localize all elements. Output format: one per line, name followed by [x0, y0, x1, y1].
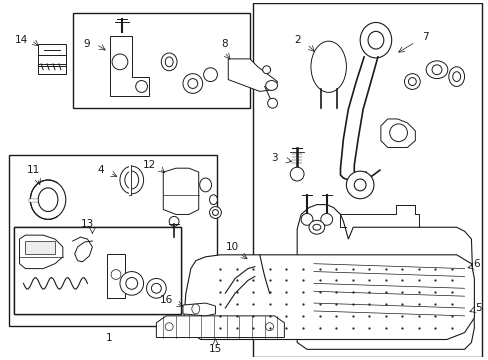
Ellipse shape [320, 213, 332, 225]
Ellipse shape [407, 78, 415, 85]
Ellipse shape [111, 270, 121, 279]
Ellipse shape [112, 54, 127, 70]
Text: 2: 2 [293, 35, 300, 45]
Ellipse shape [425, 61, 447, 78]
Ellipse shape [165, 323, 173, 330]
Polygon shape [110, 36, 149, 96]
Ellipse shape [203, 68, 217, 82]
Bar [252, 3, 481, 357]
Ellipse shape [346, 171, 373, 199]
Ellipse shape [151, 283, 161, 293]
Bar [14, 227, 181, 314]
Ellipse shape [404, 74, 419, 89]
Ellipse shape [30, 180, 66, 219]
Ellipse shape [187, 78, 197, 89]
Polygon shape [25, 241, 55, 254]
Ellipse shape [312, 224, 320, 230]
Text: 11: 11 [27, 165, 40, 175]
Bar [73, 13, 249, 108]
Text: 6: 6 [472, 259, 479, 269]
Ellipse shape [120, 271, 143, 295]
Text: 5: 5 [474, 303, 481, 313]
Ellipse shape [191, 304, 199, 314]
Ellipse shape [183, 74, 202, 93]
Ellipse shape [267, 98, 277, 108]
Bar [107, 254, 124, 298]
Ellipse shape [452, 72, 460, 82]
Ellipse shape [265, 323, 273, 330]
Ellipse shape [209, 195, 217, 204]
Ellipse shape [209, 207, 221, 219]
Ellipse shape [448, 67, 464, 86]
Ellipse shape [431, 65, 441, 75]
Bar [38, 44, 66, 66]
Ellipse shape [199, 178, 211, 192]
Polygon shape [156, 316, 284, 338]
Bar [9, 156, 217, 326]
Polygon shape [380, 119, 414, 148]
Polygon shape [163, 168, 198, 215]
Ellipse shape [262, 66, 270, 74]
Text: 9: 9 [83, 39, 90, 49]
Text: 12: 12 [142, 160, 156, 170]
Text: 14: 14 [15, 35, 28, 45]
Ellipse shape [360, 22, 391, 58]
Ellipse shape [212, 210, 218, 215]
Ellipse shape [165, 57, 173, 67]
Text: 13: 13 [81, 219, 94, 229]
Polygon shape [183, 255, 473, 339]
Text: 8: 8 [221, 39, 227, 49]
Ellipse shape [301, 213, 312, 225]
Text: 7: 7 [421, 32, 427, 42]
Ellipse shape [38, 188, 58, 212]
Text: 15: 15 [208, 345, 222, 354]
Text: 1: 1 [105, 333, 112, 342]
Polygon shape [20, 235, 63, 269]
Ellipse shape [146, 278, 166, 298]
Text: 10: 10 [225, 242, 238, 252]
Polygon shape [183, 303, 215, 316]
Bar [14, 227, 181, 314]
Ellipse shape [161, 53, 177, 71]
Text: 3: 3 [271, 153, 277, 163]
Polygon shape [228, 59, 277, 91]
Ellipse shape [308, 220, 324, 234]
Ellipse shape [136, 81, 147, 93]
Text: 4: 4 [97, 165, 103, 175]
Text: 16: 16 [159, 295, 172, 305]
Ellipse shape [169, 216, 179, 226]
Ellipse shape [124, 171, 139, 189]
Ellipse shape [310, 41, 346, 93]
Ellipse shape [389, 124, 407, 141]
Ellipse shape [120, 166, 143, 194]
Ellipse shape [265, 81, 277, 90]
Ellipse shape [353, 179, 366, 191]
Ellipse shape [367, 31, 383, 49]
Ellipse shape [290, 167, 304, 181]
Polygon shape [297, 204, 473, 349]
Ellipse shape [125, 278, 138, 289]
